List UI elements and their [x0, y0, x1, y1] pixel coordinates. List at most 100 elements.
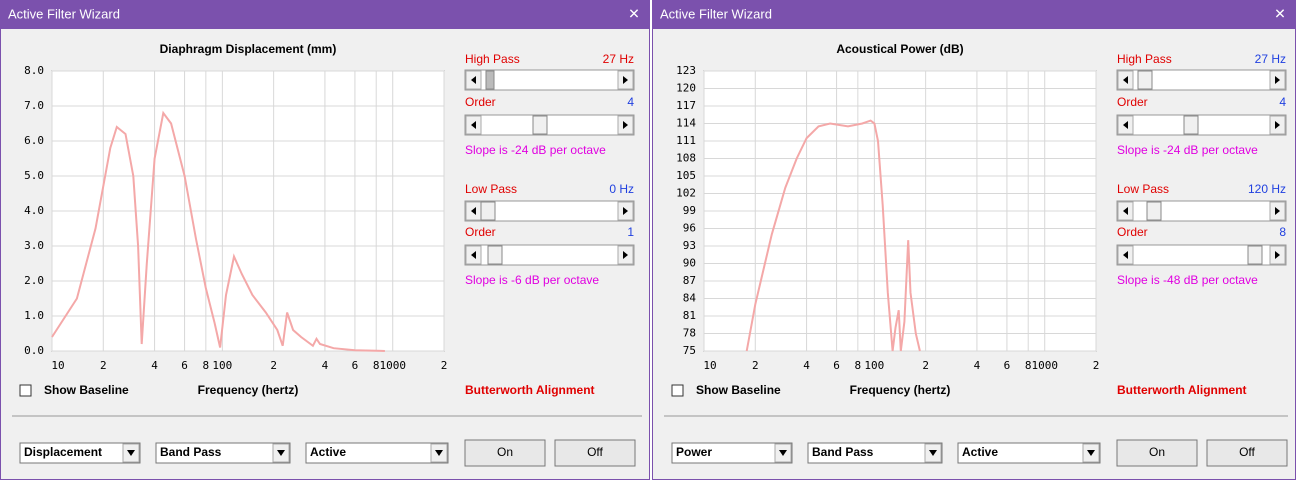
slider-thumb[interactable]	[485, 70, 495, 90]
dropdown[interactable]	[807, 442, 943, 464]
slider-track[interactable]	[1116, 200, 1287, 222]
y-tick-label: 7.0	[24, 99, 44, 112]
x-tick-label: 6	[1004, 359, 1011, 372]
x-tick-label: 2	[100, 359, 107, 372]
y-tick-label: 99	[683, 204, 696, 217]
x-tick-label: 2	[922, 359, 929, 372]
control-value: 27 Hz	[603, 52, 634, 66]
arrow-icon	[623, 121, 628, 129]
arrow-icon	[1123, 207, 1128, 215]
y-tick-label: 93	[683, 239, 696, 252]
slider-track[interactable]	[464, 200, 635, 222]
x-tick-label: 4	[803, 359, 810, 372]
x-tick-label: 4	[322, 359, 329, 372]
y-tick-label: 102	[676, 187, 696, 200]
slope-text: Slope is -24 dB per octave	[465, 143, 606, 157]
button-label: On	[1149, 445, 1165, 459]
y-tick-label: 87	[683, 274, 696, 287]
button[interactable]	[464, 439, 546, 467]
slope-text: Slope is -6 dB per octave	[465, 273, 599, 287]
chart-title: Diaphragm Displacement (mm)	[160, 42, 337, 56]
y-tick-label: 78	[683, 327, 696, 340]
y-tick-label: 81	[683, 309, 696, 322]
control-value: 27 Hz	[1255, 52, 1286, 66]
button[interactable]	[1206, 439, 1288, 467]
arrow-icon	[435, 450, 443, 456]
dropdown-value: Band Pass	[812, 445, 874, 459]
x-tick-label: 1000	[1031, 359, 1058, 372]
slider-track[interactable]	[464, 114, 635, 136]
control-label: Order	[1117, 225, 1148, 239]
x-tick-label: 4	[974, 359, 981, 372]
control-value: 4	[627, 95, 634, 109]
slider-track[interactable]	[1116, 244, 1287, 266]
arrow-icon	[1275, 121, 1280, 129]
arrow-icon	[929, 450, 937, 456]
arrow-icon	[623, 207, 628, 215]
x-axis-label: Frequency (hertz)	[198, 383, 299, 397]
window-title: Active Filter Wizard	[8, 6, 120, 21]
x-tick-label: 6	[352, 359, 359, 372]
arrow-icon	[1275, 207, 1280, 215]
x-tick-label: 1000	[379, 359, 406, 372]
dropdown-value: Displacement	[24, 445, 102, 459]
slider-track[interactable]	[464, 244, 635, 266]
close-button[interactable]: ✕	[1274, 6, 1286, 22]
slider-thumb[interactable]	[1137, 70, 1153, 90]
button-label: Off	[587, 445, 603, 459]
x-tick-label: 10	[51, 359, 64, 372]
control-label: High Pass	[1117, 52, 1172, 66]
button[interactable]	[1116, 439, 1198, 467]
slider-track[interactable]	[1116, 114, 1287, 136]
dropdown[interactable]	[671, 442, 793, 464]
control-value: 0 Hz	[609, 182, 634, 196]
slider-thumb[interactable]	[1146, 201, 1162, 221]
x-tick-label: 8	[373, 359, 380, 372]
x-tick-label: 8	[203, 359, 210, 372]
checkbox[interactable]	[19, 384, 32, 397]
arrow-icon	[1087, 450, 1095, 456]
title-bar	[652, 0, 1296, 29]
control-label: Order	[1117, 95, 1148, 109]
arrow-icon	[1275, 251, 1280, 259]
slider-thumb[interactable]	[1247, 245, 1263, 265]
y-tick-label: 117	[676, 99, 696, 112]
slider-thumb[interactable]	[532, 115, 548, 135]
y-tick-label: 123	[676, 64, 696, 77]
slider-thumb[interactable]	[487, 245, 503, 265]
slider-track[interactable]	[464, 69, 635, 91]
checkbox-label: Show Baseline	[696, 383, 781, 397]
x-tick-label: 2	[270, 359, 277, 372]
slope-text: Slope is -24 dB per octave	[1117, 143, 1258, 157]
arrow-icon	[1123, 121, 1128, 129]
window: Active Filter Wizard ✕ Acoustical Power (d…	[652, 0, 1296, 480]
slope-text: Slope is -48 dB per octave	[1117, 273, 1258, 287]
arrow-icon	[1123, 251, 1128, 259]
x-axis-label: Frequency (hertz)	[850, 383, 951, 397]
arrow-icon	[127, 450, 135, 456]
y-tick-label: 75	[683, 344, 696, 357]
dropdown[interactable]	[957, 442, 1101, 464]
checkbox[interactable]	[671, 384, 684, 397]
arrow-icon	[471, 121, 476, 129]
dropdown[interactable]	[155, 442, 291, 464]
y-tick-label: 2.0	[24, 274, 44, 287]
control-label: Order	[465, 225, 496, 239]
title-bar	[0, 0, 650, 29]
dropdown-value: Active	[310, 445, 346, 459]
button[interactable]	[554, 439, 636, 467]
dropdown[interactable]	[305, 442, 449, 464]
y-tick-label: 96	[683, 222, 696, 235]
y-tick-label: 5.0	[24, 169, 44, 182]
slider-thumb[interactable]	[1183, 115, 1199, 135]
slider-track[interactable]	[1116, 69, 1287, 91]
x-tick-label: 2	[441, 359, 448, 372]
data-line	[51, 110, 385, 352]
slider-thumb[interactable]	[480, 201, 496, 221]
control-value: 4	[1279, 95, 1286, 109]
close-button[interactable]: ✕	[628, 6, 640, 22]
y-tick-label: 3.0	[24, 239, 44, 252]
dropdown[interactable]	[19, 442, 141, 464]
control-value: 8	[1279, 225, 1286, 239]
